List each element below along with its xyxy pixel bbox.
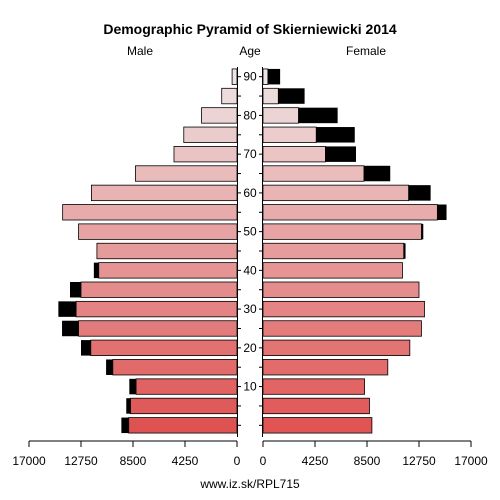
female-x-tick-label: 12750: [402, 454, 436, 468]
male-x-tick-label: 8500: [120, 454, 147, 468]
female-bar: [262, 165, 365, 182]
male-excess-bar: [69, 281, 81, 298]
male-excess-bar: [62, 320, 79, 337]
male-bar: [201, 107, 238, 124]
female-x-tick-label: 4250: [302, 454, 329, 468]
female-bar: [262, 87, 279, 105]
female-excess-bar: [298, 107, 338, 124]
male-bar: [173, 146, 238, 163]
male-excess-bar: [93, 262, 99, 279]
age-tick-label: 40: [243, 263, 257, 277]
age-tick-label: 50: [243, 225, 257, 239]
female-bar: [262, 146, 326, 163]
male-bar: [91, 184, 238, 202]
female-excess-bar: [325, 146, 356, 162]
female-excess-bar: [316, 127, 355, 143]
female-excess-bar: [278, 88, 305, 104]
female-bar: [262, 223, 422, 240]
male-x-tick-label: 4250: [172, 454, 199, 468]
age-tick-label: 30: [243, 302, 257, 316]
female-excess-bar: [267, 68, 281, 85]
male-bar: [135, 165, 238, 182]
source-label: www.iz.sk/RPL715: [199, 477, 300, 491]
female-excess-bar: [363, 165, 391, 182]
age-tick-label: 60: [243, 186, 257, 200]
male-bar: [183, 126, 238, 143]
male-bar: [221, 87, 238, 105]
male-bar: [78, 320, 238, 337]
male-bar: [231, 68, 238, 85]
chart-marks: 10 20 30 40 50 60 70 80 90 0 0 4250 4250 8500 8500 1275…: [12, 67, 488, 468]
female-bar: [262, 339, 411, 356]
female-bar: [262, 378, 365, 395]
male-bar: [135, 378, 238, 395]
female-excess-bar: [408, 185, 431, 201]
male-excess-bar: [129, 378, 137, 395]
female-bar: [262, 359, 389, 376]
male-bar: [96, 242, 238, 260]
male-excess-bar: [58, 301, 77, 317]
female-bar: [262, 262, 403, 279]
male-bar: [112, 359, 238, 376]
female-bar: [262, 417, 373, 434]
chart-title: Demographic Pyramid of Skierniewicki 201…: [103, 21, 397, 37]
male-label: Male: [127, 44, 153, 58]
female-bar: [262, 126, 317, 143]
male-x-tick-label: 0: [234, 454, 241, 468]
female-bar: [262, 281, 420, 298]
male-excess-bar: [81, 340, 91, 356]
male-excess-bar: [126, 398, 131, 414]
male-x-tick-label: 17000: [12, 454, 46, 468]
female-x-tick-label: 8500: [354, 454, 381, 468]
male-bar: [98, 262, 238, 279]
male-bar: [128, 417, 238, 434]
age-tick-label: 90: [243, 70, 257, 84]
male-excess-bar: [121, 417, 129, 434]
female-excess-bar: [403, 243, 406, 259]
male-bar: [130, 397, 238, 415]
male-excess-bar: [106, 359, 113, 375]
female-bar: [262, 300, 425, 318]
female-bar: [262, 204, 438, 221]
female-x-tick-label: 0: [260, 454, 267, 468]
female-bar: [262, 397, 370, 415]
female-excess-bar: [421, 223, 424, 240]
female-bar: [262, 242, 405, 260]
age-tick-label: 20: [243, 341, 257, 355]
age-tick-label: 10: [243, 380, 257, 394]
male-x-tick-label: 12750: [64, 454, 98, 468]
age-tick-label: 80: [243, 108, 257, 122]
male-bar: [78, 223, 238, 240]
female-bar: [262, 68, 269, 85]
female-bar: [262, 320, 422, 337]
female-bar: [262, 107, 299, 124]
male-bar: [75, 300, 238, 318]
female-excess-bar: [437, 204, 447, 221]
age-tick-label: 70: [243, 147, 257, 161]
male-bar: [80, 281, 238, 298]
female-label: Female: [346, 44, 386, 58]
female-bar: [262, 184, 410, 202]
male-bar: [62, 204, 238, 221]
age-label: Age: [239, 44, 261, 58]
male-bar: [90, 339, 238, 356]
female-x-tick-label: 17000: [454, 454, 488, 468]
